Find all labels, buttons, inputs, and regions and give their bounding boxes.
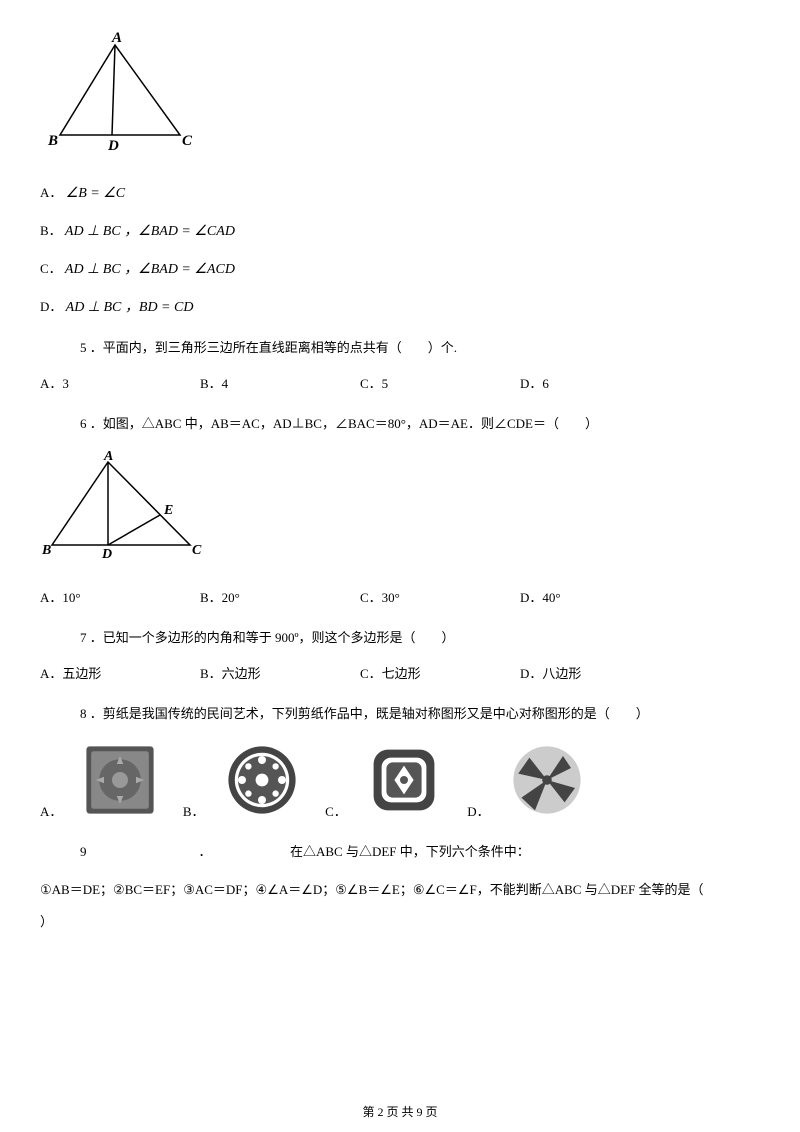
question-6-options: A．10° B．20° C．30° D．40° <box>40 587 760 606</box>
opt-b-label: B． <box>40 223 62 238</box>
question-7-options: A．五边形 B．六边形 C．七边形 D．八边形 <box>40 663 760 682</box>
q4-option-c: C． AD ⊥ BC ，∠BAD = ∠ACD <box>40 258 760 278</box>
opt-b-math: AD ⊥ BC ，∠BAD = ∠CAD <box>65 224 235 239</box>
opt-a-label: A． <box>40 185 62 200</box>
page-footer: 第 2 页 共 9 页 <box>0 1103 800 1120</box>
triangle-svg: A B C D <box>40 30 200 160</box>
question-8-text: 8 ．剪纸是我国传统的民间艺术，下列剪纸作品中，既是轴对称图形又是中心对称图形的… <box>80 702 760 725</box>
question-5-options: A．3 B．4 C．5 D．6 <box>40 373 760 392</box>
q5-opt-d: D．6 <box>520 373 680 392</box>
label-b: B <box>47 133 58 149</box>
figure-triangle-ade: A B C D E <box>40 450 760 569</box>
q4-option-a: A． ∠B = ∠C <box>40 182 760 202</box>
label-a: A <box>111 30 122 46</box>
q9-right: 在△ABC 与△DEF 中，下列六个条件中： <box>290 840 760 863</box>
label2-d: D <box>101 547 112 562</box>
opt-c-math: AD ⊥ BC ，∠BAD = ∠ACD <box>65 262 235 277</box>
label2-a: A <box>103 450 113 464</box>
q7-opt-c: C．七边形 <box>360 663 520 682</box>
figure-triangle-abd: A B C D <box>40 30 760 164</box>
question-9-line1: 9 ． 在△ABC 与△DEF 中，下列六个条件中： <box>80 840 760 863</box>
opt-c-label: C． <box>40 261 62 276</box>
q8-label-a: A． <box>40 804 62 819</box>
q6-opt-c: C．30° <box>360 587 520 606</box>
q8-label-b: B． <box>183 804 205 819</box>
label-d: D <box>107 138 119 154</box>
question-6-text: 6 ．如图，△ABC 中，AB＝AC，AD⊥BC，∠BAC＝80°，AD＝AE．… <box>80 412 760 435</box>
q5-opt-c: C．5 <box>360 373 520 392</box>
q4-option-b: B． AD ⊥ BC ，∠BAD = ∠CAD <box>40 220 760 240</box>
opt-a-math: ∠B = ∠C <box>66 186 125 201</box>
q8-label-d: D． <box>467 804 489 819</box>
q6-opt-d: D．40° <box>520 587 680 606</box>
papercut-c-icon <box>354 740 454 820</box>
label2-b: B <box>41 543 51 558</box>
opt-d-math: AD ⊥ BC ，BD = CD <box>66 300 194 315</box>
label2-e: E <box>163 503 173 518</box>
question-5-text: 5 ．平面内，到三角形三边所在直线距离相等的点共有（ ）个. <box>80 336 760 359</box>
q7-opt-b: B．六边形 <box>200 663 360 682</box>
q8-label-c: C． <box>325 804 347 819</box>
q9-dot: ． <box>120 840 290 863</box>
question-9-line3: ） <box>40 909 760 935</box>
label2-c: C <box>192 543 202 558</box>
opt-d-label: D． <box>40 299 62 314</box>
q9-num: 9 <box>80 840 120 863</box>
papercut-b-icon <box>212 740 312 820</box>
q6-opt-a: A．10° <box>40 587 200 606</box>
papercut-a-icon <box>70 740 170 820</box>
question-9-line2: ①AB＝DE；②BC＝EF；③AC＝DF；④∠A＝∠D；⑤∠B＝∠E；⑥∠C＝∠… <box>40 877 760 903</box>
label-c: C <box>182 133 193 149</box>
q5-opt-a: A．3 <box>40 373 200 392</box>
q5-opt-b: B．4 <box>200 373 360 392</box>
papercut-d-icon <box>497 740 597 820</box>
q7-opt-a: A．五边形 <box>40 663 200 682</box>
triangle2-svg: A B C D E <box>40 450 210 565</box>
q7-opt-d: D．八边形 <box>520 663 680 682</box>
question-7-text: 7 ．已知一个多边形的内角和等于 900º，则这个多边形是（ ） <box>80 626 760 649</box>
question-8-images: A． B． <box>40 740 760 820</box>
q6-opt-b: B．20° <box>200 587 360 606</box>
q4-option-d: D． AD ⊥ BC ，BD = CD <box>40 296 760 316</box>
